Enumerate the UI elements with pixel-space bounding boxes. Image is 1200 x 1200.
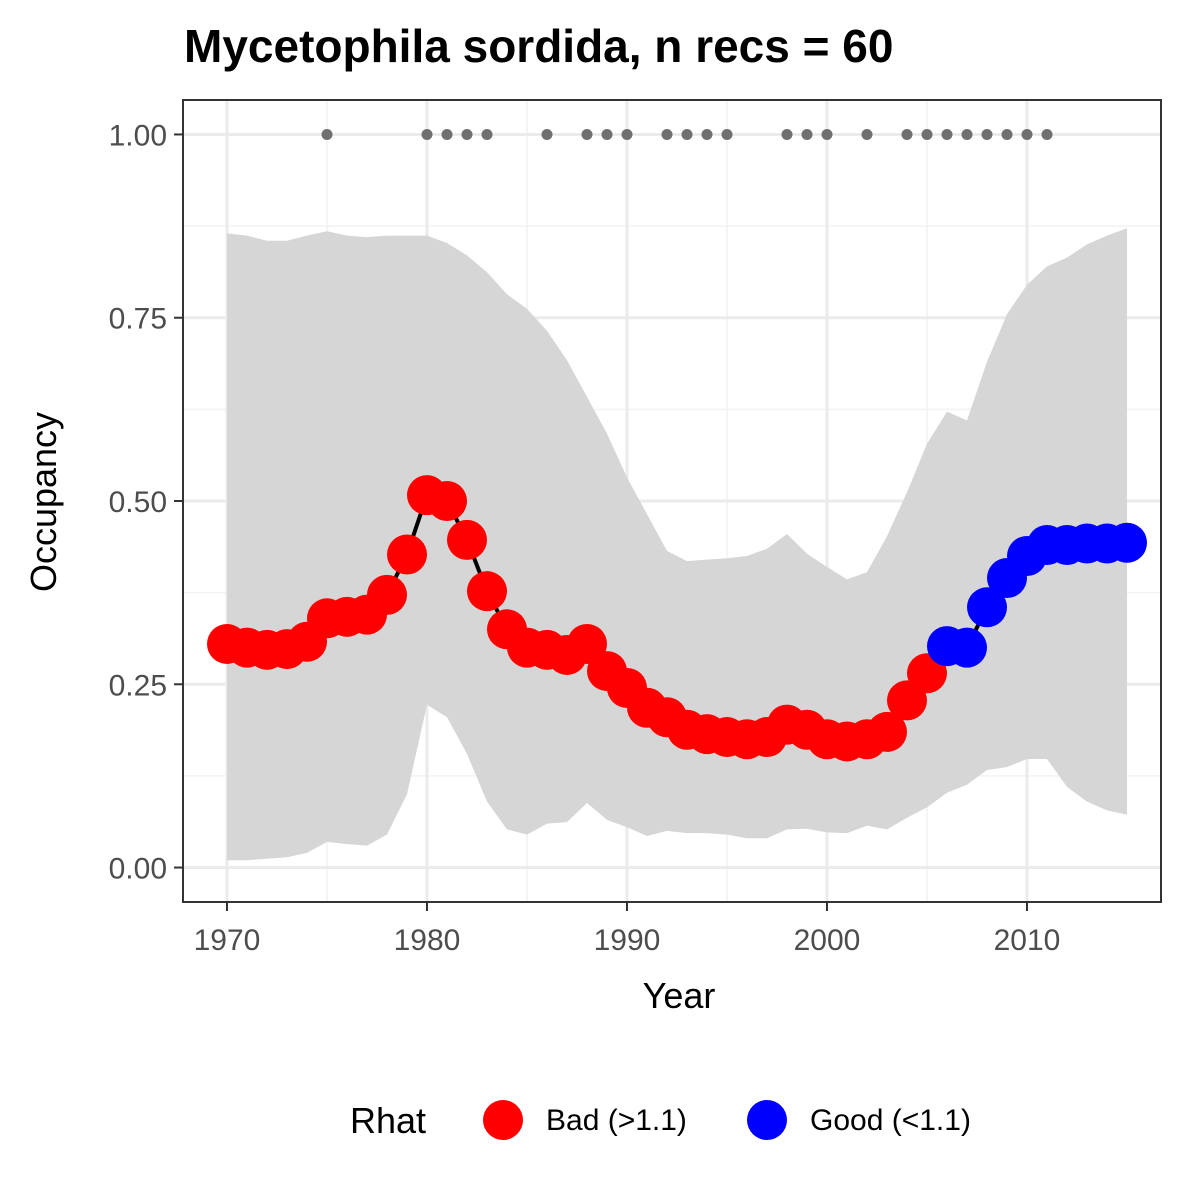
y-tick-label: 0.75: [109, 303, 167, 336]
x-tick-label: 2010: [994, 924, 1061, 957]
record-dot: [701, 128, 713, 140]
x-tick-label: 1990: [594, 924, 661, 957]
y-tick-label: 0.50: [109, 486, 167, 519]
record-dot: [921, 128, 933, 140]
legend-key-good: [747, 1100, 787, 1140]
y-tick-label: 0.00: [109, 853, 167, 886]
chart-title: Mycetophila sordida, n recs = 60: [184, 20, 893, 72]
legend: Rhat Bad (>1.1) Good (<1.1): [350, 1100, 971, 1141]
occupancy-points: [207, 475, 1147, 762]
legend-key-bad: [483, 1100, 523, 1140]
record-dot: [661, 128, 673, 140]
record-dot: [461, 128, 473, 140]
record-dot: [1041, 128, 1053, 140]
record-dot: [621, 128, 633, 140]
x-tick-label: 2000: [794, 924, 861, 957]
record-dot: [781, 128, 793, 140]
y-tick-label: 0.25: [109, 669, 167, 702]
occupancy-point-bad: [387, 534, 427, 575]
occupancy-point-good: [1107, 522, 1147, 563]
occupancy-point-good: [967, 587, 1007, 628]
record-dot: [941, 128, 953, 140]
record-dot: [681, 128, 693, 140]
y-axis-ticks: 0.00 0.25 0.50 0.75 1.00: [109, 119, 183, 886]
occupancy-point-bad: [867, 711, 907, 752]
record-dot: [721, 128, 733, 140]
x-axis-title: Year: [643, 975, 716, 1016]
record-dot: [481, 128, 493, 140]
occupancy-point-good: [947, 627, 987, 668]
record-dot: [1001, 128, 1013, 140]
record-dot: [441, 128, 453, 140]
record-dot: [821, 128, 833, 140]
record-dots: [321, 128, 1053, 140]
x-axis-ticks: 1970 1980 1990 2000 2010: [194, 902, 1061, 957]
record-dot: [421, 128, 433, 140]
occupancy-point-bad: [427, 481, 467, 521]
record-dot: [901, 128, 913, 140]
record-dot: [801, 128, 813, 140]
record-dot: [861, 128, 873, 140]
y-axis-title: Occupancy: [23, 412, 64, 592]
occupancy-point-bad: [467, 571, 507, 612]
y-tick-label: 1.00: [109, 119, 167, 152]
x-tick-label: 1970: [194, 924, 261, 957]
record-dot: [601, 128, 613, 140]
x-tick-label: 1980: [394, 924, 461, 957]
record-dot: [541, 128, 553, 140]
occupancy-point-bad: [367, 574, 407, 615]
legend-title: Rhat: [350, 1100, 426, 1141]
record-dot: [981, 128, 993, 140]
legend-label-bad: Bad (>1.1): [546, 1104, 687, 1137]
record-dot: [581, 128, 593, 140]
occupancy-point-bad: [447, 519, 487, 560]
record-dot: [321, 128, 333, 140]
legend-label-good: Good (<1.1): [810, 1104, 971, 1137]
record-dot: [961, 128, 973, 140]
record-dot: [1021, 128, 1033, 140]
